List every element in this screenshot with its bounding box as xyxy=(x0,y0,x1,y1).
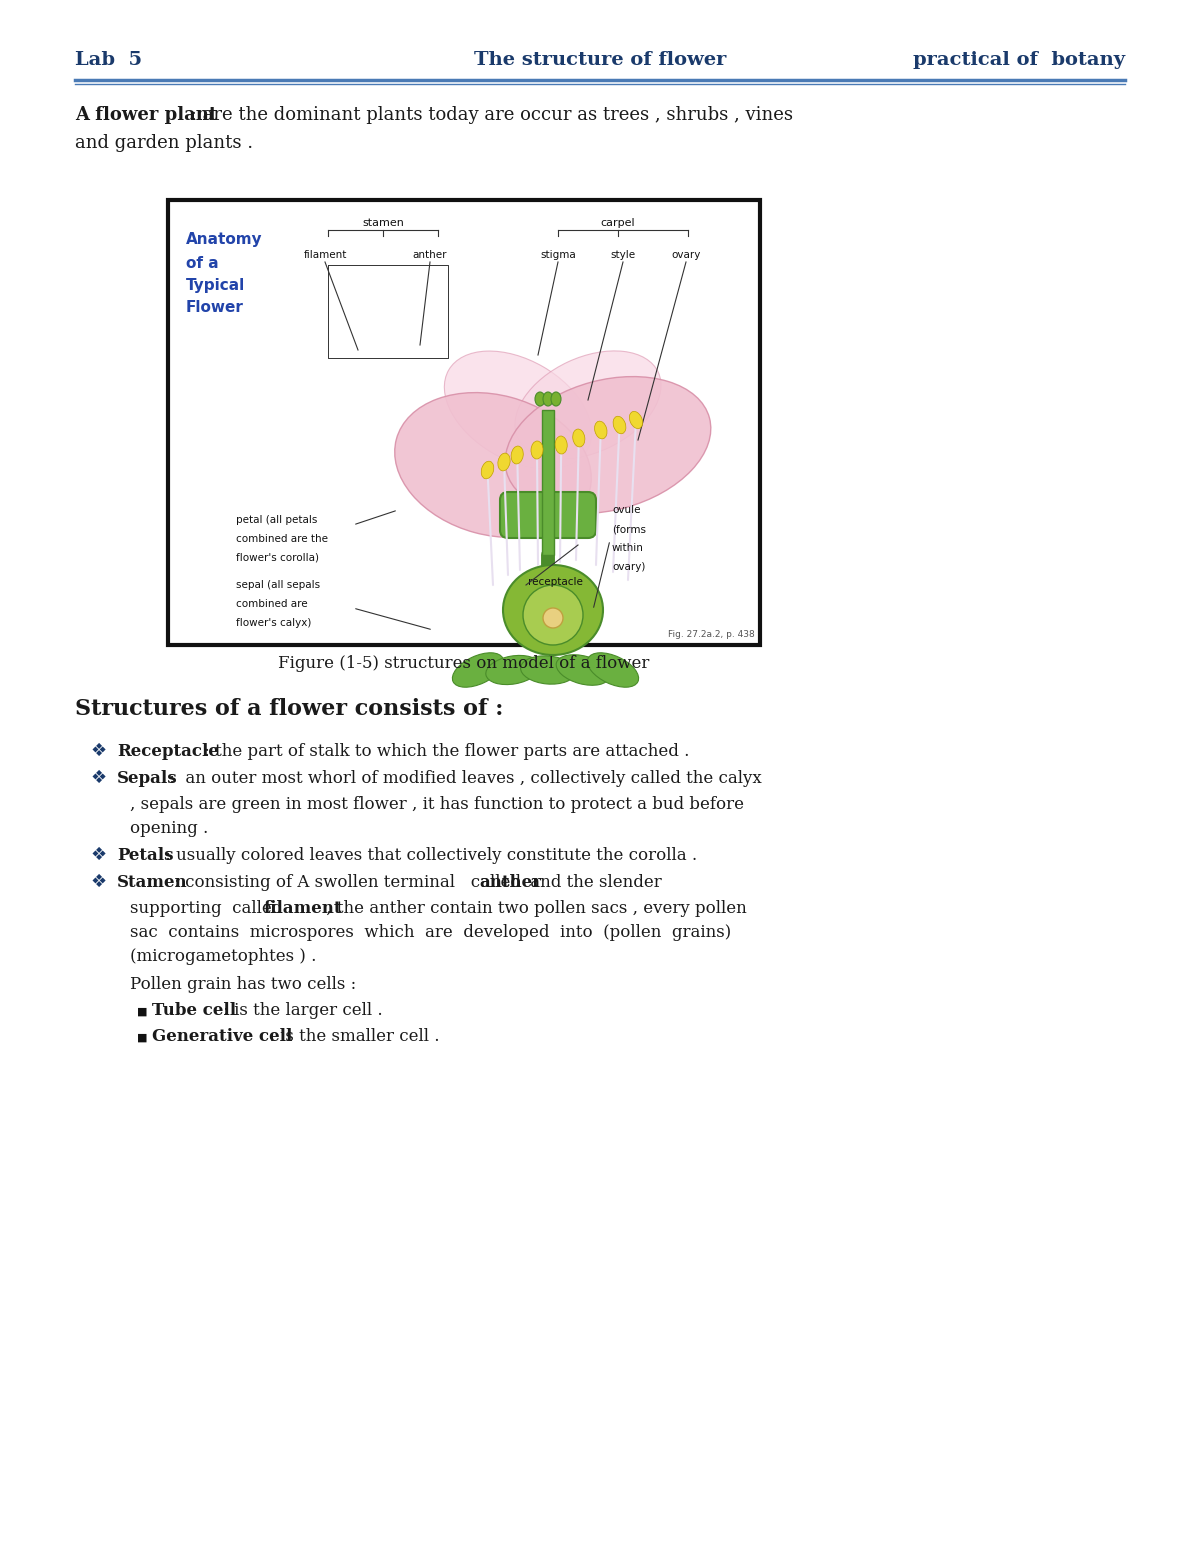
Text: and the slender: and the slender xyxy=(526,874,661,891)
Text: ❖: ❖ xyxy=(90,873,106,891)
Text: carpel: carpel xyxy=(601,217,635,228)
Text: flower's corolla): flower's corolla) xyxy=(236,553,319,564)
Ellipse shape xyxy=(587,652,638,688)
Text: , sepals are green in most flower , it has function to protect a bud before: , sepals are green in most flower , it h… xyxy=(130,797,744,814)
Ellipse shape xyxy=(505,376,710,514)
Ellipse shape xyxy=(452,652,504,688)
Text: (microgametophtes ) .: (microgametophtes ) . xyxy=(130,947,317,964)
Text: sac  contains  microspores  which  are  developed  into  (pollen  grains): sac contains microspores which are devel… xyxy=(130,924,731,941)
Text: filament: filament xyxy=(263,901,342,916)
Ellipse shape xyxy=(498,453,510,471)
Text: : is the smaller cell .: : is the smaller cell . xyxy=(264,1028,439,1045)
Text: : usually colored leaves that collectively constitute the corolla .: : usually colored leaves that collective… xyxy=(160,846,697,863)
Text: ■: ■ xyxy=(137,1006,148,1017)
Ellipse shape xyxy=(521,655,576,685)
Ellipse shape xyxy=(481,461,493,478)
Text: : consisting of A swollen terminal   called: : consisting of A swollen terminal calle… xyxy=(169,874,527,891)
Text: supporting  called: supporting called xyxy=(130,901,288,916)
Text: ❖: ❖ xyxy=(90,742,106,759)
Text: ❖: ❖ xyxy=(90,846,106,863)
Text: Typical: Typical xyxy=(186,278,245,294)
Text: Fig. 27.2a.2, p. 438: Fig. 27.2a.2, p. 438 xyxy=(668,631,755,638)
Ellipse shape xyxy=(395,393,592,537)
Text: Lab  5: Lab 5 xyxy=(74,51,142,68)
Ellipse shape xyxy=(503,565,604,655)
Bar xyxy=(542,410,554,554)
Text: practical of  botany: practical of botany xyxy=(913,51,1126,68)
Text: :  an outer most whorl of modified leaves , collectively called the calyx: : an outer most whorl of modified leaves… xyxy=(164,770,762,787)
Ellipse shape xyxy=(556,436,568,453)
Text: Receptacle: Receptacle xyxy=(118,742,218,759)
Ellipse shape xyxy=(613,416,626,433)
FancyBboxPatch shape xyxy=(500,492,596,537)
Text: Pollen grain has two cells :: Pollen grain has two cells : xyxy=(130,975,356,992)
Ellipse shape xyxy=(542,391,553,405)
Ellipse shape xyxy=(486,655,540,685)
Ellipse shape xyxy=(572,429,584,447)
Ellipse shape xyxy=(556,655,610,685)
Ellipse shape xyxy=(551,391,562,405)
Text: Anatomy: Anatomy xyxy=(186,231,263,247)
Text: : is the larger cell .: : is the larger cell . xyxy=(218,1002,383,1019)
Text: filament: filament xyxy=(304,250,347,259)
Text: opening .: opening . xyxy=(130,820,209,837)
Text: (forms: (forms xyxy=(612,523,646,534)
Ellipse shape xyxy=(594,421,607,439)
Text: ovary): ovary) xyxy=(612,562,646,572)
Text: sepal (all sepals: sepal (all sepals xyxy=(236,579,320,590)
Text: , the anther contain two pollen sacs , every pollen: , the anther contain two pollen sacs , e… xyxy=(322,901,746,916)
Ellipse shape xyxy=(515,351,661,460)
Text: petal (all petals: petal (all petals xyxy=(236,516,317,525)
Text: anther: anther xyxy=(479,874,541,891)
Text: ovule: ovule xyxy=(612,505,641,516)
Text: Tube cell: Tube cell xyxy=(152,1002,236,1019)
Ellipse shape xyxy=(630,412,642,429)
Text: Stamen: Stamen xyxy=(118,874,187,891)
Text: combined are the: combined are the xyxy=(236,534,328,544)
Text: The structure of flower: The structure of flower xyxy=(474,51,726,68)
Text: A flower plant: A flower plant xyxy=(74,106,217,124)
Text: combined are: combined are xyxy=(236,599,307,609)
Text: flower's calyx): flower's calyx) xyxy=(236,618,311,627)
Circle shape xyxy=(542,609,563,627)
Ellipse shape xyxy=(530,441,544,460)
Ellipse shape xyxy=(511,446,523,464)
Text: Flower: Flower xyxy=(186,300,244,315)
Text: style: style xyxy=(611,250,636,259)
Bar xyxy=(168,200,760,644)
Ellipse shape xyxy=(523,585,583,644)
Ellipse shape xyxy=(444,351,592,469)
Text: ■: ■ xyxy=(137,1033,148,1044)
Text: of a: of a xyxy=(186,256,218,272)
Text: stigma: stigma xyxy=(540,250,576,259)
Text: Structures of a flower consists of :: Structures of a flower consists of : xyxy=(74,697,503,721)
Text: receptacle: receptacle xyxy=(528,578,583,587)
Text: stamen: stamen xyxy=(362,217,404,228)
Text: Figure (1-5) structures on model of a flower: Figure (1-5) structures on model of a fl… xyxy=(278,655,649,672)
Text: : the part of stalk to which the flower parts are attached .: : the part of stalk to which the flower … xyxy=(199,742,689,759)
Ellipse shape xyxy=(535,391,545,405)
Text: ❖: ❖ xyxy=(90,769,106,787)
Text: ovary: ovary xyxy=(671,250,701,259)
Text: and garden plants .: and garden plants . xyxy=(74,134,253,152)
Text: Sepals: Sepals xyxy=(118,770,178,787)
Text: : are the dominant plants today are occur as trees , shrubs , vines: : are the dominant plants today are occu… xyxy=(185,106,793,124)
Text: Generative cell: Generative cell xyxy=(152,1028,293,1045)
Text: Petals: Petals xyxy=(118,846,174,863)
Text: anther: anther xyxy=(413,250,448,259)
Text: within: within xyxy=(612,544,644,553)
